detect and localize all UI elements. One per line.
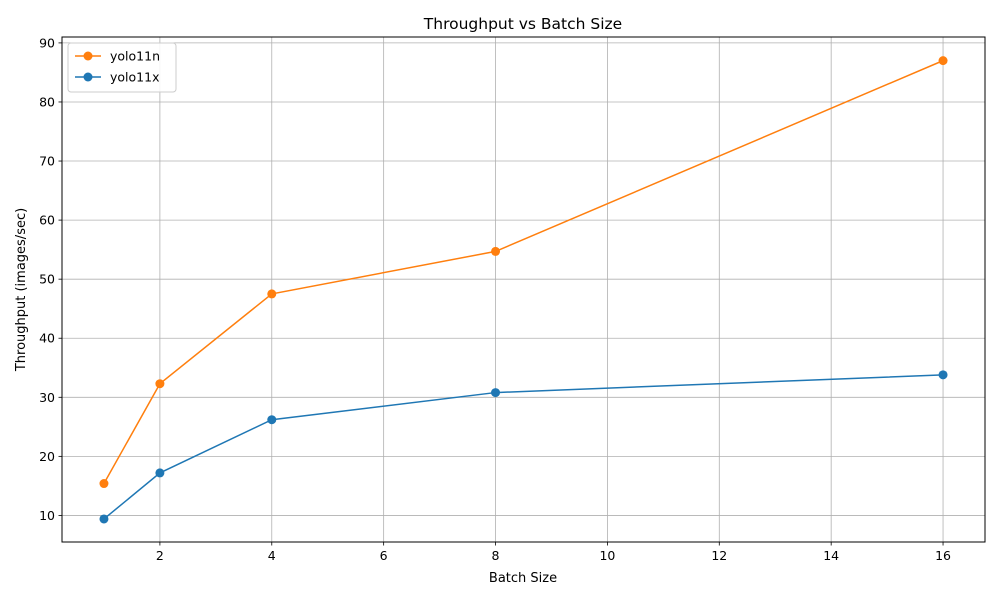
series-line-yolo11x (103, 374, 944, 520)
x-tick-label: 12 (711, 548, 727, 563)
y-tick-label: 40 (39, 331, 55, 346)
data-point-yolo11n (267, 289, 277, 299)
x-tick-label: 14 (823, 548, 839, 563)
data-point-yolo11x (267, 415, 277, 425)
legend-label: yolo11x (110, 70, 159, 85)
data-point-yolo11n (938, 56, 948, 66)
y-tick-label: 80 (39, 94, 55, 109)
x-tick-label: 6 (380, 548, 388, 563)
legend-swatch-marker (83, 51, 93, 61)
x-tick-label: 8 (492, 548, 500, 563)
y-tick-label: 20 (39, 449, 55, 464)
x-tick-label: 16 (935, 548, 951, 563)
y-tick-label: 50 (39, 272, 55, 287)
legend-swatch-marker (83, 72, 93, 82)
x-axis-label: Batch Size (489, 571, 557, 586)
chart-title: Throughput vs Batch Size (423, 15, 622, 33)
legend-label: yolo11n (110, 49, 160, 64)
grid (62, 37, 985, 542)
y-tick-label: 30 (39, 390, 55, 405)
y-tick-label: 60 (39, 213, 55, 228)
y-tick-label: 70 (39, 154, 55, 169)
legend: yolo11n yolo11x (67, 42, 177, 93)
x-tick-label: 10 (599, 548, 615, 563)
data-point-yolo11x (938, 370, 948, 380)
data-point-yolo11x (99, 514, 109, 524)
y-axis-label: Throughput (images/sec) (14, 208, 29, 372)
x-tick-label: 4 (268, 548, 276, 563)
y-tick-label: 90 (39, 35, 55, 50)
data-point-yolo11n (491, 246, 501, 256)
plot-frame (61, 36, 986, 543)
x-tick-label: 2 (156, 548, 164, 563)
data-point-yolo11x (155, 468, 165, 478)
data-point-yolo11n (155, 379, 165, 389)
series-line-yolo11n (103, 59, 944, 484)
data-point-yolo11x (491, 388, 501, 398)
ticks: 2 4 6 8 10 12 14 16 10 20 30 40 50 60 70 80 90 (39, 35, 951, 563)
series-layer (99, 56, 948, 524)
y-tick-label: 10 (39, 508, 55, 523)
data-point-yolo11n (99, 479, 109, 489)
